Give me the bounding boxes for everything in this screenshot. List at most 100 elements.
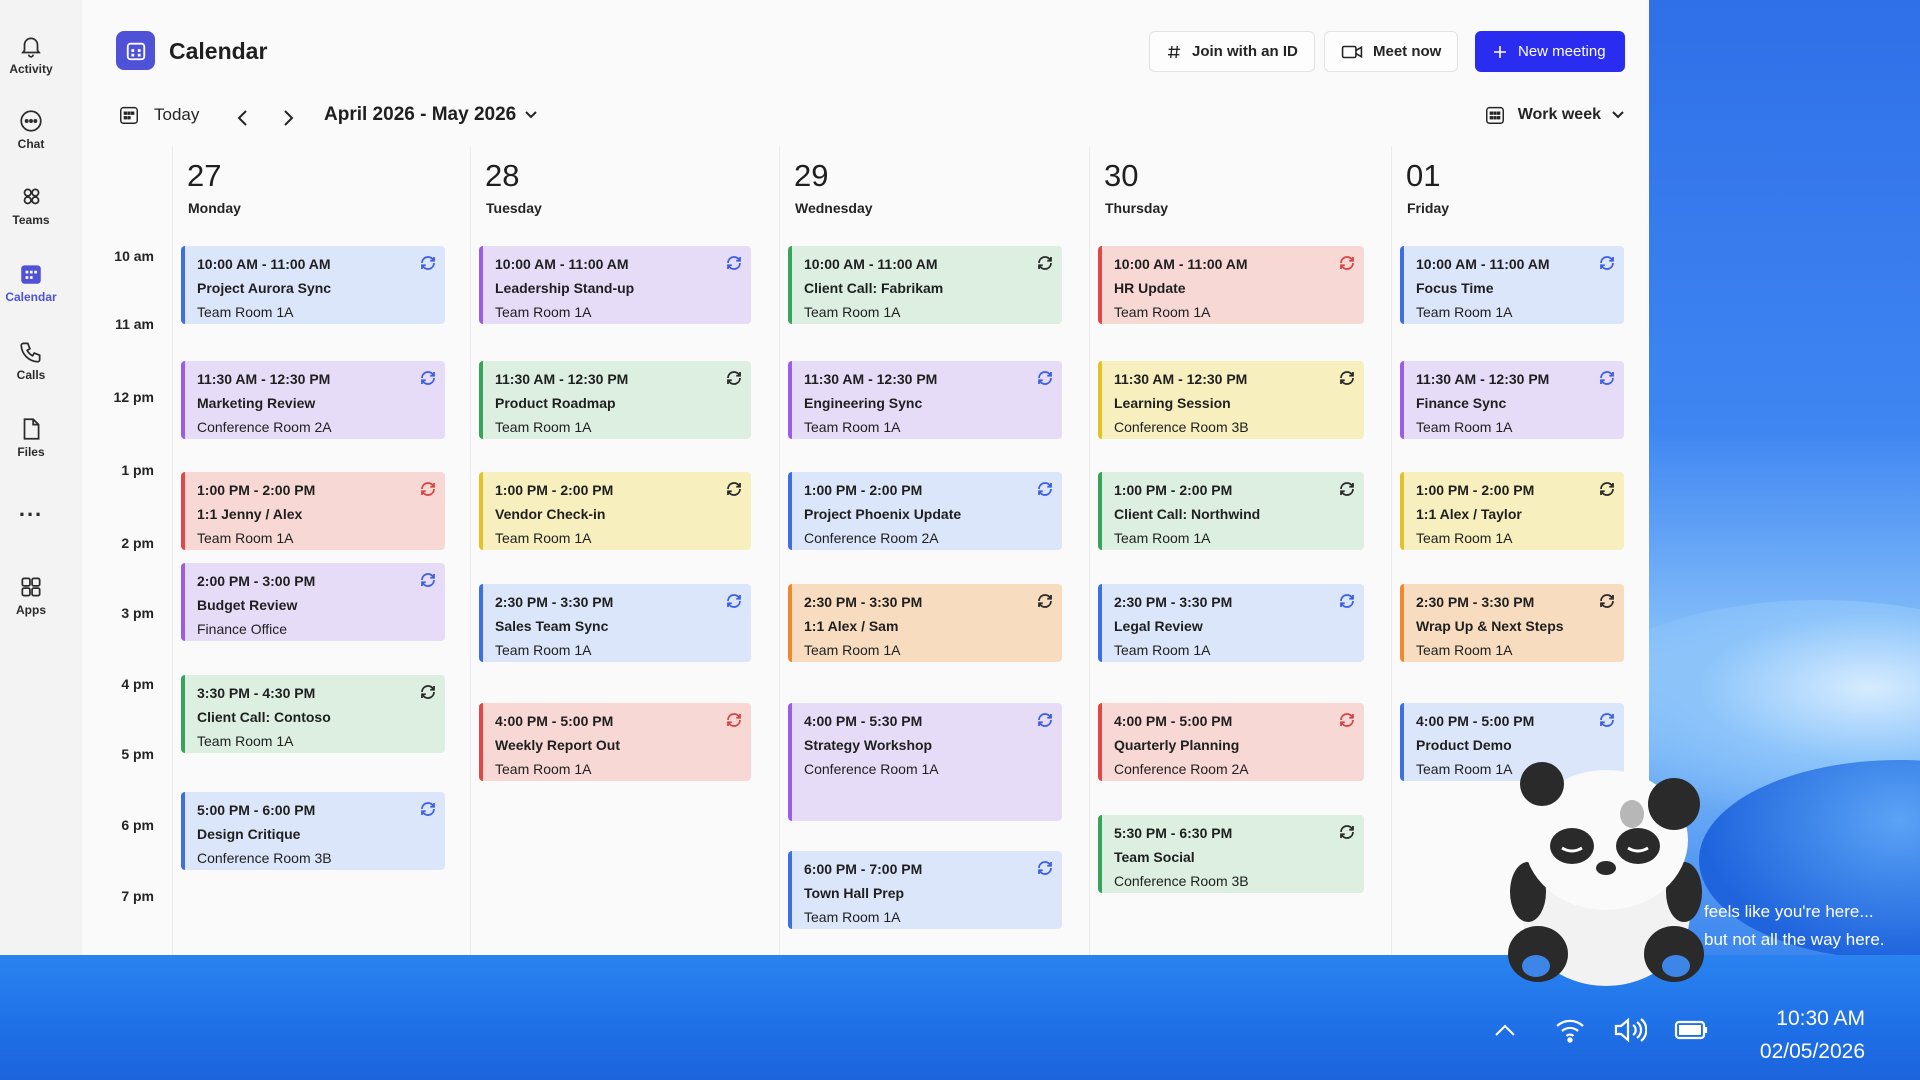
calendar-event[interactable]: 2:30 PM - 3:30 PM Legal Review Team Room 1… — [1098, 584, 1364, 662]
time-label: 10 am — [114, 248, 154, 264]
calendar-event[interactable]: 10:00 AM - 11:00 AM HR Update Team Room 1A — [1098, 246, 1364, 324]
volume-button[interactable] — [1610, 1010, 1650, 1050]
time-label: 3 pm — [121, 605, 154, 621]
calendar-event[interactable]: 10:00 AM - 11:00 AM Client Call: Fabrikam… — [788, 246, 1062, 324]
event-title: Product Roadmap — [495, 395, 616, 411]
event-title: Weekly Report Out — [495, 737, 620, 753]
rail-item-calls[interactable]: Calls — [0, 339, 62, 382]
event-time: 1:00 PM - 2:00 PM — [495, 482, 614, 498]
calendar-event[interactable]: 1:00 PM - 2:00 PM Project Phoenix Update C… — [788, 472, 1062, 550]
desktop-message: feels like you're here... but not all th… — [1704, 898, 1885, 954]
calendar-logo-icon — [126, 42, 145, 60]
rail-item-files[interactable]: Files — [0, 416, 62, 459]
calendar-event[interactable]: 11:30 AM - 12:30 PM Product Roadmap Team R… — [479, 361, 751, 439]
event-time: 2:30 PM - 3:30 PM — [1114, 594, 1233, 610]
event-location: Team Room 1A — [495, 761, 592, 777]
new-meeting-label: New meeting — [1518, 43, 1606, 60]
event-location: Team Room 1A — [495, 304, 592, 320]
event-location: Team Room 1A — [804, 304, 901, 320]
calendar-event[interactable]: 2:00 PM - 3:00 PM Budget Review Finance Of… — [181, 563, 445, 641]
calendar-event[interactable]: 10:00 AM - 11:00 AM Focus Time Team Room 1… — [1400, 246, 1624, 324]
event-time: 10:00 AM - 11:00 AM — [495, 256, 629, 272]
calendar-event[interactable]: 4:00 PM - 5:00 PM Product Demo Team Room 1… — [1400, 703, 1624, 781]
calendar-event[interactable]: 1:00 PM - 2:00 PM 1:1 Alex / Taylor Team R… — [1400, 472, 1624, 550]
calendar-event[interactable]: 4:00 PM - 5:30 PM Strategy Workshop Confer… — [788, 703, 1062, 821]
event-location: Finance Office — [197, 621, 288, 637]
calendar-event[interactable]: 2:30 PM - 3:30 PM Sales Team Sync Team Roo… — [479, 584, 751, 662]
calendar-event[interactable]: 11:30 AM - 12:30 PM Finance Sync Team Room… — [1400, 361, 1624, 439]
calendar-event[interactable]: 11:30 AM - 12:30 PM Marketing Review Confe… — [181, 361, 445, 439]
recurring-sync-icon — [1038, 861, 1052, 875]
event-time: 2:00 PM - 3:00 PM — [197, 573, 316, 589]
hash-icon — [1168, 45, 1180, 58]
calendar-event[interactable]: 1:00 PM - 2:00 PM Vendor Check-in Team Roo… — [479, 472, 751, 550]
clock-date: 02/05/2026 — [1759, 1040, 1865, 1063]
calendar-event[interactable]: 1:00 PM - 2:00 PM 1:1 Jenny / Alex Team Ro… — [181, 472, 445, 550]
event-time: 10:00 AM - 11:00 AM — [1416, 256, 1550, 272]
event-title: Learning Session — [1114, 395, 1231, 411]
recurring-sync-icon — [1038, 371, 1052, 385]
tray-overflow-button[interactable] — [1490, 1010, 1520, 1050]
join-with-id-button[interactable]: Join with an ID — [1149, 31, 1315, 72]
event-location: Conference Room 3B — [1114, 419, 1249, 435]
wifi-button[interactable] — [1550, 1010, 1590, 1050]
calendar-event[interactable]: 1:00 PM - 2:00 PM Client Call: Northwind T… — [1098, 472, 1364, 550]
event-location: Conference Room 3B — [197, 850, 332, 866]
calendar-event[interactable]: 6:00 PM - 7:00 PM Town Hall Prep Team Room… — [788, 851, 1062, 929]
rail-item-chat[interactable]: Chat — [0, 108, 62, 151]
meet-now-button[interactable]: Meet now — [1324, 31, 1459, 72]
event-time: 2:30 PM - 3:30 PM — [1416, 594, 1535, 610]
calendar-event[interactable]: 5:00 PM - 6:00 PM Design Critique Conferen… — [181, 792, 445, 870]
event-location: Conference Room 2A — [197, 419, 332, 435]
event-time: 5:00 PM - 6:00 PM — [197, 802, 316, 818]
new-meeting-button[interactable]: New meeting — [1475, 31, 1625, 72]
event-time: 1:00 PM - 2:00 PM — [1416, 482, 1535, 498]
time-label: 1 pm — [121, 462, 154, 478]
join-with-id-label: Join with an ID — [1192, 43, 1298, 60]
recurring-sync-icon — [1600, 594, 1614, 608]
day-number: 30 — [1104, 158, 1139, 193]
calendar-event[interactable]: 2:30 PM - 3:30 PM 1:1 Alex / Sam Team Room… — [788, 584, 1062, 662]
day-name: Tuesday — [486, 200, 542, 216]
time-label: 5 pm — [121, 746, 154, 762]
taskbar-clock[interactable]: 10:30 AM 02/05/2026 — [1735, 1002, 1865, 1068]
calendar-event[interactable]: 2:30 PM - 3:30 PM Wrap Up & Next Steps Tea… — [1400, 584, 1624, 662]
calendar-event[interactable]: 11:30 AM - 12:30 PM Engineering Sync Team … — [788, 361, 1062, 439]
calendar-event[interactable]: 5:30 PM - 6:30 PM Team Social Conference R… — [1098, 815, 1364, 893]
recurring-sync-icon — [1340, 594, 1354, 608]
rail-item-activity[interactable]: Activity — [0, 33, 62, 76]
calendar-event[interactable]: 4:00 PM - 5:00 PM Weekly Report Out Team R… — [479, 703, 751, 781]
rail-item-apps[interactable]: Apps — [0, 574, 62, 617]
day-column: 27 Monday 10:00 AM - 11:00 AM Project Auror… — [172, 146, 470, 955]
calendar-event[interactable]: 10:00 AM - 11:00 AM Leadership Stand-up Te… — [479, 246, 751, 324]
view-selector[interactable]: Work week — [1484, 104, 1625, 126]
calendar-event[interactable]: 4:00 PM - 5:00 PM Quarterly Planning Confe… — [1098, 703, 1364, 781]
today-label: Today — [154, 105, 200, 124]
date-navigation: Today April 2026 - May 2026 Work week — [82, 96, 1649, 142]
recurring-sync-icon — [1600, 256, 1614, 270]
battery-button[interactable] — [1672, 1010, 1712, 1050]
rail-item-calendar[interactable]: Calendar — [0, 261, 62, 304]
next-button[interactable] — [277, 105, 299, 131]
event-title: Town Hall Prep — [804, 885, 905, 901]
meet-now-label: Meet now — [1373, 43, 1442, 60]
speaker-icon — [1614, 1017, 1647, 1043]
rail-more-button[interactable]: ... — [0, 496, 62, 522]
recurring-sync-icon — [421, 573, 435, 587]
event-time: 11:30 AM - 12:30 PM — [197, 371, 331, 387]
time-label: 6 pm — [121, 817, 154, 833]
event-location: Team Room 1A — [1114, 530, 1211, 546]
chat-icon — [20, 110, 42, 132]
rail-item-teams[interactable]: Teams — [0, 184, 62, 227]
today-button[interactable]: Today — [118, 104, 199, 126]
calendar-view-icon — [1485, 106, 1504, 124]
day-name: Thursday — [1105, 200, 1169, 216]
calendar-event[interactable]: 11:30 AM - 12:30 PM Learning Session Confe… — [1098, 361, 1364, 439]
calendar-event[interactable]: 10:00 AM - 11:00 AM Project Aurora Sync Te… — [181, 246, 445, 324]
calendar-event[interactable]: 3:30 PM - 4:30 PM Client Call: Contoso Tea… — [181, 675, 445, 753]
recurring-sync-icon — [1038, 256, 1052, 270]
event-location: Team Room 1A — [495, 642, 592, 658]
event-time: 1:00 PM - 2:00 PM — [804, 482, 923, 498]
date-range-picker[interactable]: April 2026 - May 2026 — [324, 104, 538, 126]
previous-button[interactable] — [232, 105, 254, 131]
